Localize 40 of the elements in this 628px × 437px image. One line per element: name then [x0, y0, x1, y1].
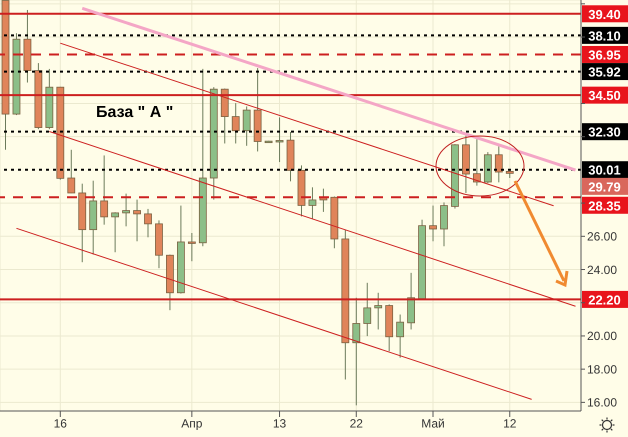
y-tick-label: 26.00 — [587, 230, 618, 244]
y-tick-label: 16.00 — [587, 396, 618, 410]
y-tick-label: 24.00 — [587, 262, 618, 277]
candlestick — [133, 199, 141, 242]
ref-line-label: 28.35 — [588, 198, 621, 214]
y-tick-label: 18.00 — [587, 362, 618, 376]
candlestick — [100, 154, 108, 226]
ref-line-label: 34.50 — [588, 88, 621, 104]
candlestick — [232, 102, 240, 144]
x-tick-label: Апр — [181, 416, 203, 431]
ref-line-label: 35.92 — [588, 64, 621, 80]
ref-line-label: 22.20 — [588, 292, 621, 308]
candlestick — [374, 292, 382, 330]
x-tick-label: Май — [421, 416, 445, 431]
candlestick — [111, 212, 120, 253]
ref-line-label: 39.40 — [588, 6, 621, 22]
ref-line-label: 38.10 — [588, 28, 621, 44]
y-tick-label: 20.00 — [587, 329, 618, 344]
candlestick — [396, 314, 404, 358]
x-tick-label: 13 — [272, 416, 287, 431]
candlestick — [494, 146, 503, 183]
candlestick — [363, 282, 372, 337]
x-tick-label: 12 — [503, 416, 517, 431]
candlestick — [144, 208, 152, 238]
candlestick — [242, 106, 251, 146]
ref-line-label: 32.30 — [588, 124, 621, 140]
candlestick — [352, 297, 360, 406]
candlestick — [67, 149, 76, 194]
candlestick — [276, 116, 284, 163]
text: 29.79 — [588, 179, 621, 194]
candlestick — [440, 202, 448, 247]
candlestick — [122, 193, 130, 227]
ref-line-label: 36.95 — [588, 47, 621, 62]
annotation: База " А " — [96, 104, 174, 122]
x-tick-label: 16 — [54, 416, 68, 431]
candlestick — [188, 232, 196, 262]
x-tick-label: 22 — [350, 416, 364, 431]
candlestick — [429, 205, 437, 242]
ref-line-label: 30.01 — [588, 162, 621, 178]
candlestick — [308, 186, 316, 220]
